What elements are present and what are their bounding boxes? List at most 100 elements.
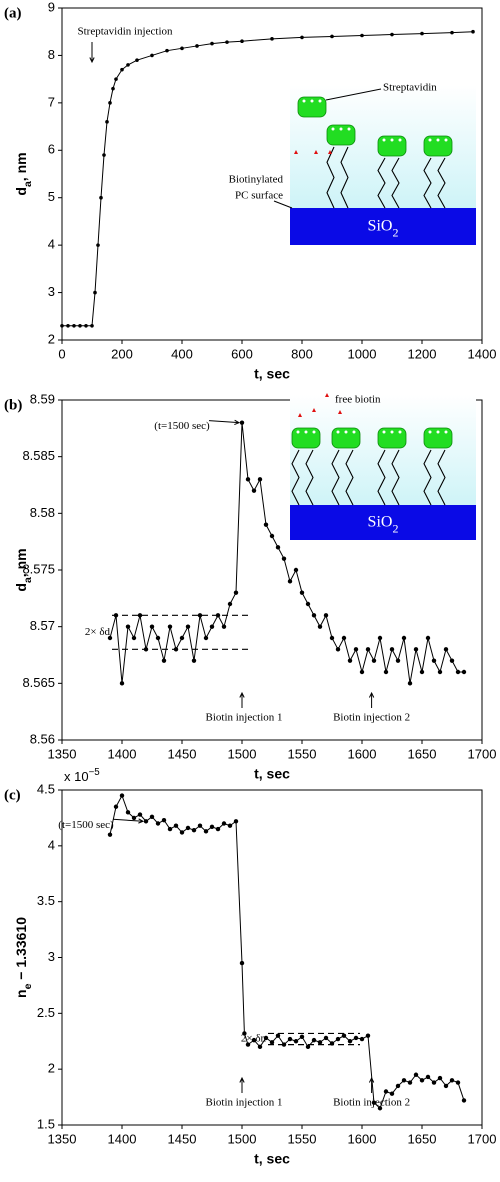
data-point xyxy=(299,590,305,595)
binding-site xyxy=(444,138,448,142)
x-axis-title: t, sec xyxy=(254,766,290,782)
data-point xyxy=(161,658,167,663)
data-point xyxy=(365,647,371,652)
x-tick-label: 400 xyxy=(171,346,193,361)
data-point xyxy=(419,669,425,675)
data-point xyxy=(239,420,245,425)
data-point xyxy=(149,814,155,819)
data-point xyxy=(215,613,221,618)
data-point xyxy=(407,1080,413,1085)
lipid-chain xyxy=(423,157,432,209)
y-tick-label: 8.585 xyxy=(22,448,55,463)
inset-substrate xyxy=(290,505,476,540)
data-point xyxy=(221,624,227,629)
data-point xyxy=(449,658,455,663)
data-point xyxy=(155,821,161,826)
binding-site xyxy=(398,138,402,142)
data-point xyxy=(257,477,263,482)
data-point xyxy=(443,1083,449,1089)
free-biotin xyxy=(298,413,302,417)
inset-label: Biotinylated xyxy=(229,174,284,186)
data-point xyxy=(114,77,118,81)
data-point xyxy=(420,31,424,36)
data-point xyxy=(203,635,209,641)
x-tick-label: 1450 xyxy=(168,746,197,761)
data-point xyxy=(173,823,179,828)
biotin xyxy=(294,150,298,154)
data-point xyxy=(395,658,401,663)
binding-site xyxy=(382,430,386,434)
data-point xyxy=(240,39,244,43)
inset-pointer xyxy=(325,88,382,101)
lipid-chain xyxy=(437,157,446,209)
inset-substrate xyxy=(290,208,476,245)
data-point xyxy=(191,828,197,833)
annotation-arrowhead xyxy=(239,691,245,698)
data-point xyxy=(125,810,131,815)
x-tick-label: 1500 xyxy=(228,746,257,761)
data-point xyxy=(185,624,191,629)
x-tick-label: 1400 xyxy=(108,746,137,761)
data-point xyxy=(167,826,173,832)
binding-site xyxy=(428,430,432,434)
data-point xyxy=(353,647,359,652)
data-point xyxy=(347,1039,353,1044)
data-point xyxy=(93,290,97,295)
data-point xyxy=(270,37,274,41)
annotation-arrowhead xyxy=(239,1076,245,1083)
lipid-chain xyxy=(391,449,400,506)
data-point xyxy=(371,1100,377,1105)
data-point xyxy=(305,601,311,607)
data-point xyxy=(401,635,407,641)
binding-site xyxy=(304,430,308,434)
data-point xyxy=(99,195,103,200)
x-tick-label: 1650 xyxy=(408,1131,437,1146)
lipid-chain xyxy=(331,449,340,506)
data-point xyxy=(377,635,383,641)
peak-label: (t=1500 sec) xyxy=(58,819,114,831)
data-point xyxy=(389,647,395,652)
text-part: SiO xyxy=(368,217,393,234)
annotation-arrow xyxy=(112,818,144,822)
text-part: d xyxy=(13,187,29,196)
data-point xyxy=(359,669,365,675)
data-point xyxy=(180,46,184,51)
data-point xyxy=(390,32,394,37)
band-label: 2× δd xyxy=(85,626,111,638)
data-point xyxy=(72,323,76,328)
y-tick-label: 8.59 xyxy=(30,391,55,406)
y-tick-label: 3 xyxy=(48,284,55,299)
data-point xyxy=(330,34,334,39)
data-point xyxy=(111,86,115,91)
data-point xyxy=(165,48,169,53)
y-tick-label: 1.5 xyxy=(37,1116,55,1131)
inset-label: free biotin xyxy=(335,394,381,406)
binding-site xyxy=(398,430,402,434)
data-point xyxy=(269,1040,275,1045)
y-axis-title: da, nm xyxy=(13,152,34,195)
x-tick-label: 1350 xyxy=(48,1131,77,1146)
data-point xyxy=(227,601,233,607)
data-point xyxy=(323,613,329,618)
free-biotin xyxy=(325,393,329,397)
y-tick-label: 9 xyxy=(48,0,55,14)
data-point xyxy=(293,567,299,573)
data-point xyxy=(242,1031,247,1036)
x-tick-label: 1200 xyxy=(408,346,437,361)
data-point xyxy=(125,624,131,629)
data-point xyxy=(257,1044,263,1050)
injection-label: Streptavidin injection xyxy=(77,26,173,38)
injection-label: Biotin injection 1 xyxy=(206,712,283,724)
annotation-arrowhead xyxy=(89,57,95,64)
y-axis-title: da, nm xyxy=(13,548,34,591)
lipid-chain xyxy=(377,157,386,209)
text-part: −5 xyxy=(89,767,101,778)
data-point xyxy=(197,823,203,828)
lipid-chain xyxy=(326,146,335,209)
data-point xyxy=(210,41,214,46)
data-point xyxy=(113,804,119,809)
data-point xyxy=(365,1033,371,1038)
data-point xyxy=(84,323,88,328)
binding-site xyxy=(344,430,348,434)
y-tick-label: 4 xyxy=(48,237,55,252)
